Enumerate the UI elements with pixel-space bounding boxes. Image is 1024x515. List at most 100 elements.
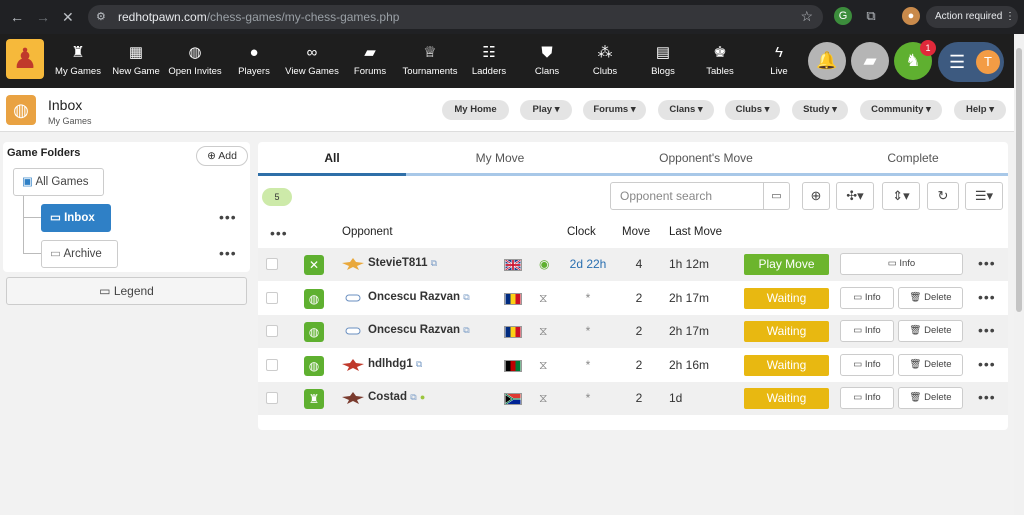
table-row[interactable]: ♜ Costad ⧉ ● ⧖ * 2 1d Waiting ▭ Info 🗑 D… bbox=[258, 382, 1008, 415]
delete-button[interactable]: 🗑 Delete bbox=[898, 287, 963, 309]
select-options-icon[interactable]: ••• bbox=[270, 225, 288, 241]
table-row[interactable]: ◍ Oncescu Razvan ⧉ ⧖ * 2 2h 17m Waiting … bbox=[258, 282, 1008, 315]
nav-tournaments[interactable]: ♕ Tournaments bbox=[400, 34, 460, 88]
menu-community[interactable]: Community ▾ bbox=[860, 100, 942, 120]
legend-button[interactable]: ▭ Legend bbox=[6, 277, 247, 305]
table-row[interactable]: ✕ StevieT811 ⧉ ◉ 2d 22h 4 1h 12m Play Mo… bbox=[258, 248, 1008, 281]
col-last-move[interactable]: Last Move bbox=[669, 226, 723, 238]
opponent-search-input[interactable]: Opponent search ▭ bbox=[610, 182, 790, 210]
expand-dropdown-icon[interactable]: ✣▾ bbox=[836, 182, 874, 210]
forward-icon[interactable]: → bbox=[36, 9, 50, 25]
zoom-icon[interactable]: ⊕ bbox=[802, 182, 830, 210]
table-row[interactable]: ◍ Oncescu Razvan ⧉ ⧖ * 2 2h 17m Waiting … bbox=[258, 315, 1008, 348]
red-pawn-logo[interactable]: ♟ bbox=[6, 39, 44, 79]
menu-study[interactable]: Study ▾ bbox=[792, 100, 848, 120]
info-button[interactable]: ▭ Info bbox=[840, 354, 894, 376]
nav-view-games[interactable]: ∞ View Games bbox=[285, 44, 339, 77]
person-icon: ● bbox=[249, 44, 259, 61]
play-move-button[interactable]: Play Move bbox=[744, 254, 829, 275]
info-monitor-icon: ▭ bbox=[853, 392, 863, 403]
archive-more-options-icon[interactable]: ••• bbox=[219, 245, 237, 261]
nav-clans[interactable]: ⛊ Clans bbox=[530, 34, 564, 88]
col-opponent[interactable]: Opponent bbox=[342, 226, 393, 238]
tab-all[interactable]: All bbox=[324, 151, 340, 165]
opponent-name[interactable]: StevieT811 ⧉ bbox=[368, 257, 438, 269]
nav-players[interactable]: ● Players bbox=[232, 34, 276, 88]
profile-link-icon: ⧉ bbox=[410, 392, 417, 402]
menu-play[interactable]: Play ▾ bbox=[520, 100, 572, 120]
nav-ladders[interactable]: ☷ Ladders bbox=[471, 44, 507, 77]
list-view-dropdown-icon[interactable]: ☰▾ bbox=[965, 182, 1003, 210]
row-more-options-icon[interactable]: ••• bbox=[978, 255, 996, 271]
info-button[interactable]: ▭ Info bbox=[840, 253, 963, 275]
opponent-name[interactable]: Oncescu Razvan ⧉ bbox=[368, 324, 470, 336]
nav-clubs[interactable]: ⁂ Clubs bbox=[588, 34, 622, 88]
profile-avatar-icon[interactable]: ● bbox=[902, 7, 920, 25]
delete-button[interactable]: 🗑 Delete bbox=[898, 387, 963, 409]
nav-live[interactable]: ϟ Live bbox=[764, 34, 794, 88]
breadcrumb[interactable]: My Games bbox=[48, 116, 92, 126]
stop-loading-icon[interactable]: ✕ bbox=[62, 9, 74, 25]
nav-forums[interactable]: ▰ Forums bbox=[350, 34, 390, 88]
row-checkbox[interactable] bbox=[266, 392, 278, 404]
opponent-name[interactable]: Costad ⧉ ● bbox=[368, 391, 426, 403]
action-required-button[interactable]: Action required ⋮ bbox=[926, 6, 1018, 28]
binoculars-icon: ∞ bbox=[306, 44, 318, 61]
bookmark-star-icon[interactable]: ☆ bbox=[800, 8, 813, 24]
site-info-icon[interactable]: ⚙ bbox=[96, 11, 106, 23]
opponent-name[interactable]: Oncescu Razvan ⧉ bbox=[368, 291, 470, 303]
extensions-puzzle-icon[interactable]: ⧉ bbox=[866, 8, 876, 23]
tab-complete[interactable]: Complete bbox=[887, 151, 939, 165]
row-checkbox[interactable] bbox=[266, 292, 278, 304]
folder-archive[interactable]: ▭ Archive bbox=[41, 240, 118, 268]
grammarly-extension-icon[interactable]: G bbox=[834, 7, 852, 25]
row-checkbox[interactable] bbox=[266, 359, 278, 371]
page-scrollbar[interactable] bbox=[1014, 34, 1024, 515]
tab-opponents-move[interactable]: Opponent's Move bbox=[659, 151, 753, 165]
inbox-globe-icon: ◍ bbox=[6, 95, 36, 125]
info-button[interactable]: ▭ Info bbox=[840, 287, 894, 309]
menu-my-home[interactable]: My Home bbox=[442, 100, 509, 120]
tab-my-move[interactable]: My Move bbox=[475, 151, 525, 165]
info-button[interactable]: ▭ Info bbox=[840, 387, 894, 409]
clock-value: * bbox=[585, 391, 591, 405]
address-bar[interactable]: ⚙ redhotpawn.com/chess-games/my-chess-ga… bbox=[88, 5, 823, 29]
opponent-name[interactable]: hdlhdg1 ⧉ bbox=[368, 358, 423, 370]
menu-clans[interactable]: Clans ▾ bbox=[658, 100, 714, 120]
game-variant-icon: ✕ bbox=[304, 255, 324, 275]
back-icon[interactable]: ← bbox=[10, 9, 24, 25]
nav-my-games[interactable]: ♜ My Games bbox=[55, 44, 101, 77]
folder-inbox[interactable]: ▭ Inbox bbox=[41, 204, 111, 232]
folders-heading: Game Folders bbox=[7, 147, 81, 159]
refresh-icon[interactable]: ↻ bbox=[927, 182, 959, 210]
search-submit-icon[interactable]: ▭ bbox=[763, 183, 789, 209]
menu-forums[interactable]: Forums ▾ bbox=[583, 100, 646, 120]
table-row[interactable]: ◍ hdlhdg1 ⧉ ⧖ * 2 2h 16m Waiting ▭ Info … bbox=[258, 349, 1008, 382]
delete-button[interactable]: 🗑 Delete bbox=[898, 320, 963, 342]
sort-dropdown-icon[interactable]: ⇕▾ bbox=[882, 182, 920, 210]
info-button[interactable]: ▭ Info bbox=[840, 320, 894, 342]
row-more-options-icon[interactable]: ••• bbox=[978, 289, 996, 305]
row-more-options-icon[interactable]: ••• bbox=[978, 389, 996, 405]
nav-new-game[interactable]: ▦ New Game bbox=[112, 44, 160, 77]
inbox-more-options-icon[interactable]: ••• bbox=[219, 209, 237, 225]
scrollbar-thumb[interactable] bbox=[1016, 48, 1022, 312]
folder-all-games[interactable]: ▣ All Games bbox=[13, 168, 104, 196]
menu-clubs[interactable]: Clubs ▾ bbox=[725, 100, 780, 120]
delete-button[interactable]: 🗑 Delete bbox=[898, 354, 963, 376]
row-checkbox[interactable] bbox=[266, 325, 278, 337]
col-clock[interactable]: Clock bbox=[567, 226, 596, 238]
nav-blogs[interactable]: ▤ Blogs bbox=[646, 34, 680, 88]
trash-icon: 🗑 bbox=[909, 392, 922, 403]
row-more-options-icon[interactable]: ••• bbox=[978, 322, 996, 338]
nav-open-invites[interactable]: ◍ Open Invites bbox=[168, 44, 222, 77]
user-menu-button[interactable]: ☰ T bbox=[938, 42, 1004, 82]
row-checkbox[interactable] bbox=[266, 258, 278, 270]
row-more-options-icon[interactable]: ••• bbox=[978, 356, 996, 372]
notifications-bell-icon[interactable]: 🔔 bbox=[808, 42, 846, 80]
menu-help[interactable]: Help ▾ bbox=[954, 100, 1006, 120]
nav-tables[interactable]: ♚ Tables bbox=[703, 34, 737, 88]
messages-icon[interactable]: ▰ bbox=[851, 42, 889, 80]
col-move[interactable]: Move bbox=[622, 226, 651, 238]
add-folder-button[interactable]: ⊕ Add bbox=[196, 146, 248, 166]
